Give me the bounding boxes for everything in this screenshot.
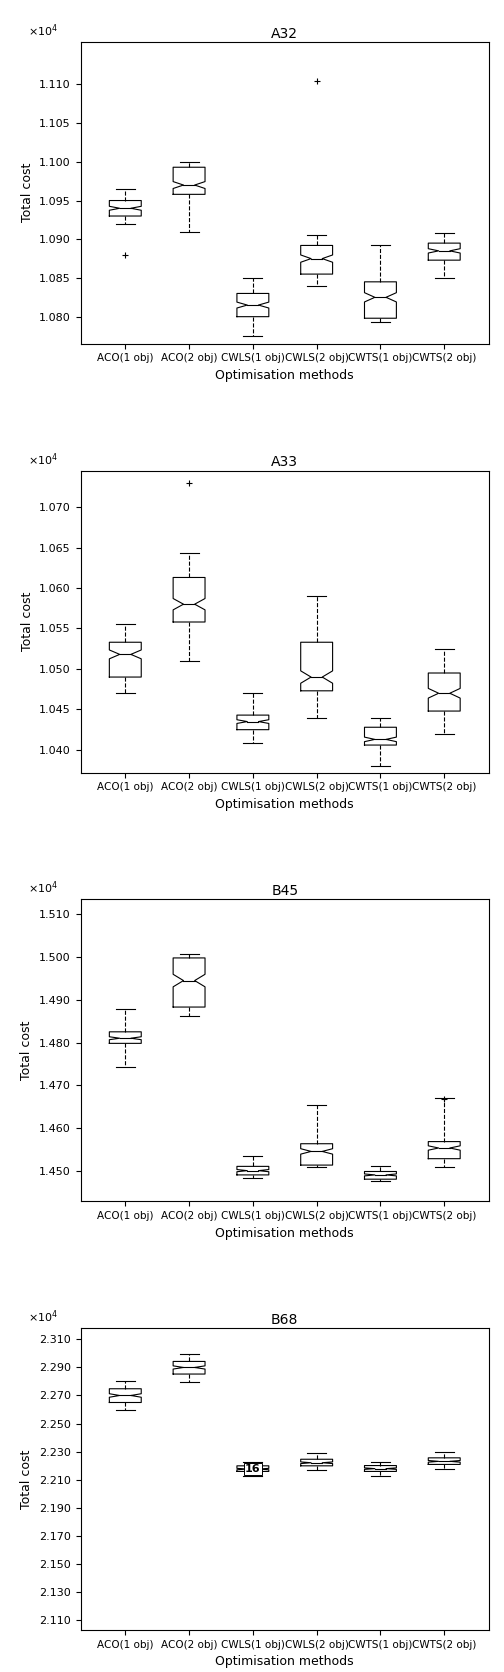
Title: B68: B68: [271, 1313, 298, 1328]
X-axis label: Optimisation methods: Optimisation methods: [215, 798, 354, 811]
Y-axis label: Total cost: Total cost: [21, 164, 34, 222]
X-axis label: Optimisation methods: Optimisation methods: [215, 1227, 354, 1239]
Text: $\times 10^4$: $\times 10^4$: [28, 879, 57, 896]
X-axis label: Optimisation methods: Optimisation methods: [215, 370, 354, 383]
X-axis label: Optimisation methods: Optimisation methods: [215, 1655, 354, 1669]
Y-axis label: Total cost: Total cost: [21, 592, 34, 652]
Title: B45: B45: [271, 884, 298, 898]
Text: $\times 10^4$: $\times 10^4$: [28, 1309, 57, 1326]
Y-axis label: Total cost: Total cost: [20, 1450, 33, 1508]
Text: $\times 10^4$: $\times 10^4$: [28, 22, 57, 38]
Y-axis label: Total cost: Total cost: [21, 1020, 33, 1080]
Title: A33: A33: [271, 455, 298, 470]
Text: 16: 16: [245, 1465, 261, 1475]
Text: $\times 10^4$: $\times 10^4$: [28, 451, 57, 468]
Title: A32: A32: [271, 27, 298, 40]
